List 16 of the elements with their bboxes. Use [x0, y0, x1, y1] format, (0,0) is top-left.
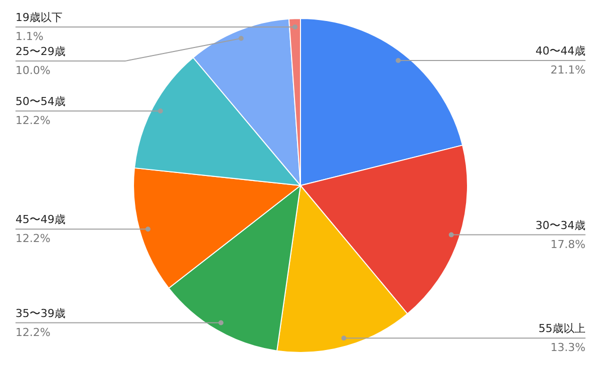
data-label: 17.8%	[550, 238, 586, 251]
data-label: 12.2%	[16, 114, 50, 127]
data-label: 12.2%	[16, 326, 50, 339]
data-label: 21.1%	[550, 64, 586, 77]
data-label: 1.1%	[16, 30, 44, 43]
slice-label: 30〜34歳	[536, 218, 586, 232]
data-label: 13.3%	[550, 341, 586, 354]
slice-label: 19歳以下	[16, 10, 62, 24]
slice-label: 40〜44歳	[536, 44, 586, 58]
slice-label: 45〜49歳	[16, 213, 66, 226]
slice-label: 25〜29歳	[16, 44, 66, 58]
slice-label: 55歳以上	[538, 322, 586, 336]
slice-label: 35〜39歳	[16, 306, 66, 320]
data-label: 10.0%	[16, 64, 50, 77]
slice-label: 50〜54歳	[16, 94, 66, 108]
data-label: 12.2%	[16, 232, 50, 246]
